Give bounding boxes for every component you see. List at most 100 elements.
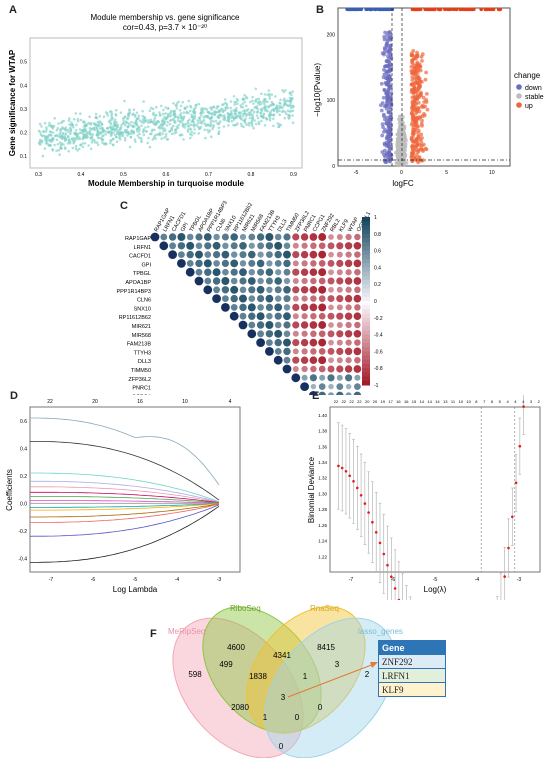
correlation-dot [336, 251, 343, 258]
scatter-point [190, 120, 194, 123]
point-down [382, 130, 386, 134]
correlation-dot [265, 277, 273, 285]
scatter-point [51, 138, 55, 141]
scatter-point [158, 131, 162, 134]
correlation-dot [328, 251, 334, 258]
correlation-dot [292, 339, 300, 347]
top-tick-label: 17 [388, 399, 393, 404]
correlation-dot [273, 355, 283, 365]
panel-a-ylabel: Gene significance for WTAP [8, 49, 17, 156]
correlation-dot [274, 286, 282, 294]
scatter-point [205, 108, 209, 111]
correlation-dot [310, 365, 317, 373]
scatter-point [123, 139, 127, 142]
point-up [489, 7, 494, 12]
correlation-dot [344, 294, 353, 303]
scatter-point [250, 122, 254, 126]
point-stable [398, 142, 403, 147]
correlation-dot [221, 277, 230, 285]
scatter-point [183, 107, 187, 110]
scatter-point [94, 112, 98, 116]
correlation-dot [353, 391, 362, 395]
correlation-dot [256, 338, 265, 347]
venn-count: 0 [295, 713, 300, 722]
correlation-dot [292, 313, 299, 320]
x-tick-label: 0.4 [78, 172, 85, 178]
scatter-point [114, 108, 118, 112]
scatter-point [193, 132, 196, 135]
scatter-point [204, 136, 207, 140]
scatter-point [233, 103, 237, 106]
correlation-dot [282, 364, 292, 374]
scatter-point [122, 121, 126, 125]
scatter-point [94, 116, 97, 119]
scatter-point [98, 114, 102, 118]
deviance-point [367, 511, 370, 514]
scatter-point [169, 109, 173, 113]
point-down [387, 59, 391, 64]
correlation-dot [177, 242, 186, 250]
scatter-point [40, 125, 43, 128]
scatter-point [229, 100, 233, 103]
scatter-point [163, 115, 166, 119]
correlation-dot [239, 303, 247, 312]
venn-set-meripseq [172, 617, 304, 758]
scatter-point [197, 121, 200, 125]
correlation-dot [336, 242, 344, 250]
correlation-dot [354, 286, 361, 294]
point-stable [402, 143, 406, 147]
colorbar-tick-label: 0.2 [374, 282, 381, 288]
scatter-point [154, 137, 157, 140]
deviance-point [352, 480, 355, 483]
scatter-point [173, 119, 176, 123]
point-down [382, 141, 387, 146]
correlation-dot [274, 347, 282, 355]
scatter-point [40, 141, 44, 144]
correlation-dot [247, 303, 256, 312]
correlation-dot [239, 277, 247, 285]
scatter-point [268, 118, 272, 122]
correlation-dot [177, 251, 185, 259]
scatter-point [210, 119, 213, 122]
scatter-point [132, 108, 136, 111]
correlation-dot [159, 241, 169, 251]
point-up [415, 117, 419, 121]
deviance-point [359, 494, 363, 497]
point-down [389, 65, 394, 70]
scatter-point [115, 120, 118, 124]
scatter-point [222, 109, 225, 113]
point-up [418, 68, 423, 73]
scatter-point [278, 109, 281, 113]
panel-b-frame [337, 7, 511, 167]
correlation-dot [265, 233, 274, 241]
correlation-dot [274, 338, 282, 347]
scatter-point [279, 123, 283, 127]
scatter-point [95, 133, 99, 137]
point-down [383, 7, 388, 12]
scatter-point [119, 131, 122, 134]
correlation-dot [328, 304, 334, 311]
y-tick-label: 0.0 [20, 501, 27, 507]
scatter-point [229, 110, 233, 113]
point-down [389, 156, 393, 160]
correlation-dot [327, 277, 335, 285]
scatter-point [281, 106, 284, 110]
scatter-point [185, 105, 189, 109]
scatter-point [74, 112, 78, 115]
scatter-point [188, 118, 191, 121]
top-tick-label: 4 [522, 399, 525, 404]
scatter-point [123, 129, 127, 132]
deviance-point [507, 546, 510, 550]
scatter-point [243, 119, 246, 122]
scatter-point [58, 153, 61, 156]
scatter-point [172, 102, 175, 105]
scatter-point [72, 131, 76, 135]
correlation-dot [301, 242, 308, 249]
panel-e-ylabel: Binomial Deviance [307, 456, 316, 523]
correlation-dot [292, 348, 299, 355]
scatter-point [63, 139, 67, 142]
y-tick-label: 1.28 [318, 507, 327, 512]
correlation-dot [248, 259, 256, 267]
scatter-point [264, 107, 267, 110]
scatter-point [251, 95, 254, 99]
